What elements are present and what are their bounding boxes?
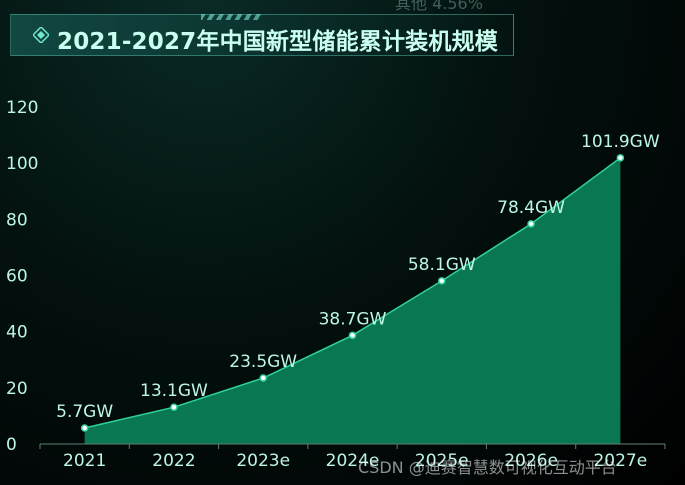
x-tick-label: 2027e — [593, 451, 647, 471]
data-label: 78.4GW — [497, 198, 565, 218]
x-axis: 2021 2022 2023e 2024e 2025e 2026e 2027e — [39, 443, 666, 471]
x-tick-label: 2024e — [326, 451, 380, 471]
data-label: 38.7GW — [319, 309, 387, 329]
data-label: 5.7GW — [56, 402, 113, 422]
data-label: 23.5GW — [229, 352, 297, 372]
diamond-icon — [33, 27, 49, 43]
y-tick-label: 60 — [6, 267, 28, 287]
x-tick-label: 2026e — [504, 451, 558, 471]
y-axis: 0 20 40 60 80 100 120 — [6, 98, 38, 455]
data-point[interactable] — [80, 424, 89, 432]
data-label: 13.1GW — [140, 381, 208, 401]
y-tick-label: 0 — [6, 435, 17, 455]
chart-title: 2021-2027年中国新型储能累计装机规模 — [57, 29, 498, 55]
data-labels: 5.7GW 13.1GW 23.5GW 38.7GW 58.1GW 78.4GW 101.9… — [56, 132, 660, 422]
data-label: 101.9GW — [581, 132, 660, 152]
x-tick-label: 2021 — [63, 451, 106, 471]
y-tick-label: 20 — [6, 379, 28, 399]
data-point[interactable] — [527, 220, 535, 228]
y-tick-label: 100 — [6, 154, 38, 174]
x-tick-label: 2023e — [236, 451, 290, 471]
area-fill — [84, 157, 621, 445]
y-tick-label: 120 — [6, 98, 38, 118]
watermark: CSDN @迪赛智慧数可视化互动平台 — [358, 458, 617, 477]
data-point[interactable] — [616, 154, 625, 162]
data-point[interactable] — [438, 277, 446, 285]
x-tick-label: 2022 — [152, 451, 195, 471]
y-tick-label: 40 — [6, 323, 28, 343]
title-bar: 2021-2027年中国新型储能累计装机规模 — [10, 14, 514, 56]
data-point[interactable] — [348, 331, 357, 340]
y-tick-label: 80 — [6, 210, 28, 230]
x-tick-label: 2025e — [415, 451, 469, 471]
data-point[interactable] — [170, 403, 178, 411]
data-point[interactable] — [259, 374, 267, 382]
data-label: 58.1GW — [408, 255, 476, 275]
data-points — [80, 154, 625, 432]
partially-visible-text: 其他 4.56% — [395, 0, 483, 13]
